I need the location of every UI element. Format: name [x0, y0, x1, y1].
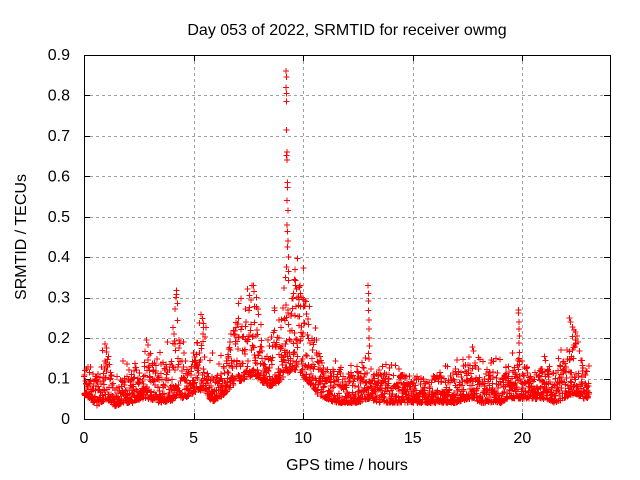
svg-text:0.6: 0.6	[48, 168, 70, 185]
svg-text:0.5: 0.5	[48, 209, 70, 226]
svg-text:0.8: 0.8	[48, 87, 70, 104]
x-axis-label: GPS time / hours	[286, 457, 408, 474]
plot-border	[84, 55, 611, 420]
axis-ticks	[84, 55, 610, 420]
grid-lines	[84, 55, 610, 419]
svg-text:0: 0	[80, 430, 89, 447]
svg-text:0.7: 0.7	[48, 128, 70, 145]
svg-text:15: 15	[404, 430, 422, 447]
svg-text:20: 20	[513, 430, 531, 447]
svg-text:0.4: 0.4	[48, 249, 70, 266]
scatter-points	[81, 68, 592, 409]
y-axis-label: SRMTID / TECUs	[13, 174, 30, 300]
svg-text:0.1: 0.1	[48, 371, 70, 388]
svg-text:5: 5	[189, 430, 198, 447]
x-tick-labels: 0 5 10 15 20	[80, 430, 532, 447]
svg-text:10: 10	[294, 430, 312, 447]
svg-text:0.3: 0.3	[48, 290, 70, 307]
chart-title: Day 053 of 2022, SRMTID for receiver owm…	[187, 22, 506, 39]
svg-text:0.2: 0.2	[48, 330, 70, 347]
y-tick-labels: 0 0.1 0.2 0.3 0.4 0.5 0.6 0.7 0.8 0.9	[48, 47, 70, 428]
svg-text:0: 0	[61, 411, 70, 428]
svg-text:0.9: 0.9	[48, 47, 70, 64]
